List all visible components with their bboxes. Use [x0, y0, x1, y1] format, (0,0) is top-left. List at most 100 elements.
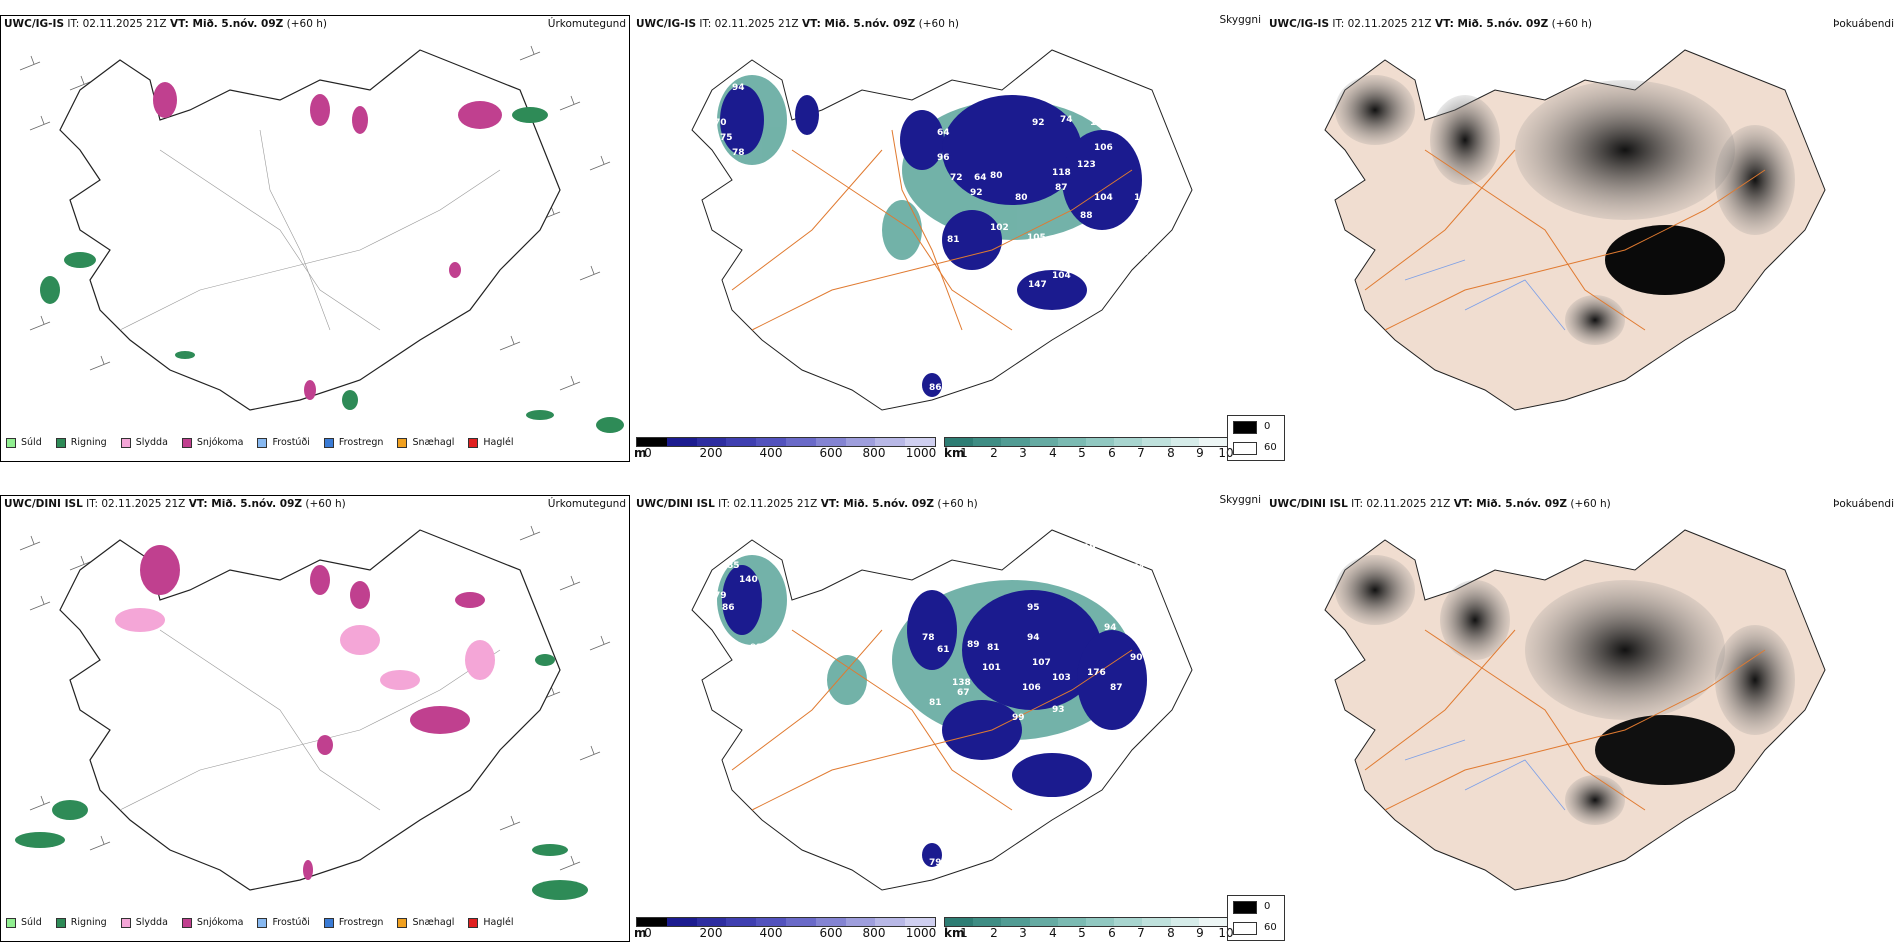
legend-item: Frostregn: [323, 437, 384, 448]
panel-frame: [0, 15, 630, 462]
fog-key-label: 0: [1264, 421, 1271, 432]
ceiling-value: 103: [1052, 673, 1071, 683]
ceiling-value: 97: [1144, 620, 1157, 630]
swatch-freezing-drizzle: [257, 437, 268, 448]
cloud-bin: [875, 918, 906, 926]
precip-legend: Súld Rigning Slydda Snjókoma Frostúði Fr…: [6, 437, 528, 448]
cloud-base-colorbar: [636, 437, 936, 447]
panel-header: UWC/IG-IS IT: 02.11.2025 21Z VT: Mið. 5.…: [4, 18, 327, 30]
legend-item: Súld: [6, 917, 42, 928]
road-network: [1364, 149, 1766, 331]
ceiling-value: 110: [1130, 248, 1149, 258]
legend-label: Haglél: [483, 437, 514, 448]
cloud-bin: [637, 918, 667, 926]
panel-header: UWC/DINI ISL IT: 02.11.2025 21Z VT: Mið.…: [1269, 498, 1611, 510]
vis-bin: [1198, 438, 1228, 446]
ceiling-value: 80: [1015, 193, 1028, 203]
forecast-offset: (+60 h): [286, 18, 327, 30]
vis-bin: [1114, 438, 1143, 446]
legend-item: Frostúði: [257, 917, 310, 928]
cloud-ticks: 0 200 400 600 800 1000: [636, 926, 936, 942]
legend-item: Snjókoma: [181, 437, 243, 448]
tick-label: 2: [990, 446, 998, 460]
model-name: UWC/IG-IS: [636, 18, 697, 30]
vis-bin: [1142, 918, 1171, 926]
panel-title-fog: Þokuábendi: [1833, 18, 1894, 30]
fog-key-label: 60: [1264, 442, 1277, 453]
legend-item: Súld: [6, 437, 42, 448]
valid-time: VT: Mið. 5.nóv. 09Z: [169, 18, 284, 30]
cloud-bin: [666, 438, 697, 446]
legend-item: Slydda: [120, 917, 168, 928]
valid-time: VT: Mið. 5.nóv. 09Z: [1434, 18, 1549, 30]
ceiling-value: 88: [1080, 211, 1093, 221]
legend-label: Rigning: [70, 437, 107, 448]
ceiling-value: 94: [1027, 633, 1040, 643]
legend-item: Snjókoma: [181, 917, 243, 928]
fog-index-panel: UWC/IG-IS IT: 02.11.2025 21Z VT: Mið. 5.…: [1227, 0, 1900, 470]
ceiling-value: 64: [937, 128, 950, 138]
vis-bin: [973, 918, 1002, 926]
ceiling-value: 66: [1144, 591, 1157, 601]
panel-header: UWC/DINI ISL IT: 02.11.2025 21Z VT: Mið.…: [4, 498, 346, 510]
ceiling-value: 95: [1027, 603, 1040, 613]
cloud-bin: [785, 918, 816, 926]
cloud-bin: [756, 438, 786, 446]
forecast-offset: (+60 h): [937, 498, 978, 510]
model-name: UWC/DINI ISL: [1269, 498, 1348, 510]
ceiling-value: 96: [937, 153, 950, 163]
tick-label: 1: [960, 926, 968, 940]
fog-key-swatch-dark: [1233, 421, 1257, 434]
ceiling-value: 70: [714, 118, 727, 128]
legend-label: Snæhagl: [412, 437, 455, 448]
ceiling-value: 59: [747, 183, 760, 193]
visibility-ticks: 1 2 3 4 5 6 7 8 9 10: [960, 926, 1233, 942]
ceiling-value: 104: [1094, 595, 1113, 605]
ceiling-value: 74: [1132, 563, 1145, 573]
ceiling-value: 79: [714, 591, 727, 601]
ceiling-value: 104: [1094, 193, 1113, 203]
ceiling-value: 65: [1142, 145, 1155, 155]
init-time: IT: 02.11.2025 21Z: [699, 18, 799, 30]
legend-label: Slydda: [135, 917, 168, 928]
legend-item: Haglél: [468, 437, 514, 448]
vis-bin: [1198, 918, 1228, 926]
ceiling-value: 132: [1090, 118, 1109, 128]
tick-label: 4: [1049, 446, 1057, 460]
ceiling-value: 86: [722, 603, 735, 613]
legend-item: Snæhagl: [397, 437, 454, 448]
precip-map: [19, 45, 624, 433]
precip-type-panel: UWC/IG-IS IT: 02.11.2025 21Z VT: Mið. 5.…: [0, 0, 632, 470]
legend-label: Frostregn: [338, 437, 384, 448]
vis-bin: [1029, 918, 1058, 926]
snow-areas: [140, 545, 485, 880]
swatch-snow-pellets: [397, 917, 408, 928]
fog-key-label: 60: [1264, 922, 1277, 933]
cloud-bin: [785, 438, 816, 446]
init-time: IT: 02.11.2025 21Z: [1351, 498, 1451, 510]
swatch-hail: [468, 437, 479, 448]
legend-item: Slydda: [120, 437, 168, 448]
model-name: UWC/IG-IS: [1269, 18, 1330, 30]
cloud-bin: [905, 438, 935, 446]
swatch-freezing-drizzle: [257, 917, 268, 928]
fog-key: 0 60: [1227, 895, 1285, 941]
ceiling-value: 93: [1052, 705, 1065, 715]
ceiling-value: 197: [1134, 193, 1153, 203]
legend-label: Frostregn: [338, 917, 384, 928]
legend-item: Frostúði: [257, 437, 310, 448]
ceiling-value: 79: [929, 858, 942, 868]
ceiling-value: 94: [732, 83, 745, 93]
fog-map: [1324, 529, 1826, 891]
init-time: IT: 02.11.2025 21Z: [1332, 18, 1432, 30]
ceiling-value-labels: 85 140 79 86 93 100 65 78 61 89 81 95 94…: [714, 543, 1157, 868]
forecast-offset: (+60 h): [918, 18, 959, 30]
ceiling-value: 105: [1027, 233, 1046, 243]
tick-label: 8: [1167, 446, 1175, 460]
ceiling-value: 80: [990, 171, 1003, 181]
vis-bin: [973, 438, 1002, 446]
fog-key: 0 60: [1227, 415, 1285, 461]
ceiling-value-labels: 94 70 75 78 59 86 69 64 96 72 92 80 64 8…: [714, 83, 1193, 393]
low-cloud-areas: [720, 85, 1142, 397]
ceiling-value: 138: [952, 678, 971, 688]
